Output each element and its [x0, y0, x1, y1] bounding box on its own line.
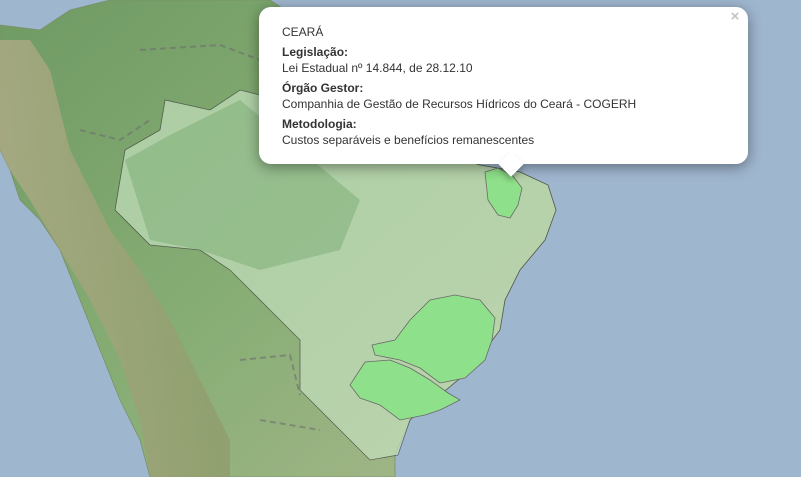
country-border — [79, 43, 321, 431]
amazon-region — [125, 100, 360, 270]
state-title: CEARÁ — [282, 25, 324, 39]
state-sao-paulo[interactable] — [349, 359, 461, 421]
field-label-orgao-gestor: Órgão Gestor: — [282, 81, 364, 95]
state-ceara[interactable] — [484, 167, 523, 219]
field-label-metodologia: Metodologia: — [282, 117, 357, 131]
field-value-legislacao: Lei Estadual nº 14.844, de 28.12.10 — [282, 61, 473, 75]
field-label-legislacao: Legislação: — [282, 45, 349, 59]
info-popup: × CEARÁ Legislação: Lei Estadual nº 14.8… — [259, 7, 748, 177]
popup-content: CEARÁ Legislação: Lei Estadual nº 14.844… — [282, 24, 726, 148]
field-value-metodologia: Custos separáveis e benefícios remanesce… — [282, 133, 535, 147]
close-icon[interactable]: × — [730, 8, 740, 25]
field-value-orgao-gestor: Companhia de Gestão de Recursos Hídricos… — [282, 97, 637, 111]
andes-region — [0, 40, 230, 477]
state-minas-gerais[interactable] — [371, 294, 496, 384]
